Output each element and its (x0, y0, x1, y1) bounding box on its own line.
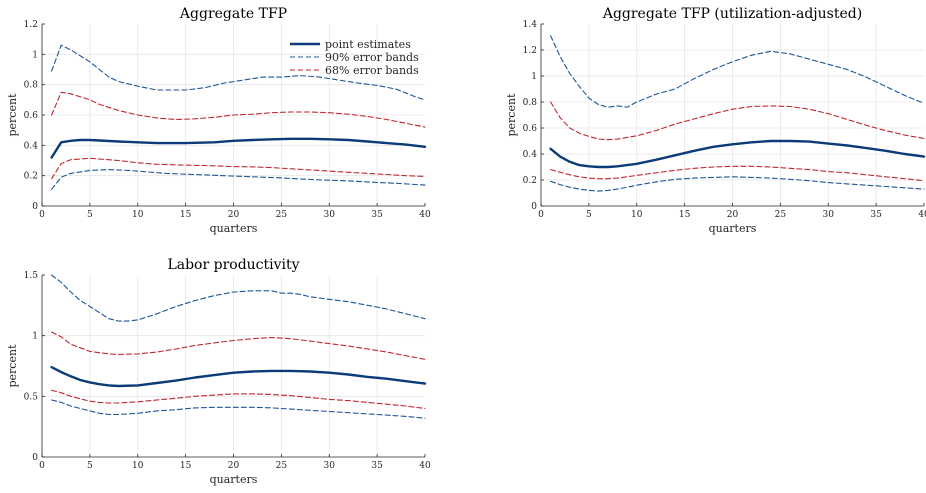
y-tick-label: 0.6 (24, 111, 39, 121)
x-tick-label: 35 (371, 210, 383, 220)
point-estimate-line (50, 366, 427, 388)
x-tick-label: 10 (132, 461, 144, 471)
90-band-upper-line (550, 35, 925, 108)
x-tick-label: 40 (419, 461, 431, 471)
y-tick-label: 0.2 (24, 172, 38, 182)
point-estimate-line (549, 139, 926, 169)
x-tick-label: 5 (586, 210, 592, 220)
y-tick-label: 1 (32, 50, 38, 60)
legend-label-68-error-bands: 68% error bands (325, 64, 419, 77)
x-tick-label: 30 (324, 210, 336, 220)
90-band-lower-line (550, 176, 925, 192)
y-tick-label: 1.2 (24, 20, 38, 30)
y-tick-label: 0.8 (24, 81, 39, 91)
x-tick-label: 25 (276, 210, 288, 220)
90-band-upper-line (51, 44, 426, 101)
x-tick-label: 30 (324, 461, 336, 471)
x-tick-label: 40 (918, 210, 926, 220)
90-band-lower-line (51, 169, 426, 190)
chart-aggregate-tfp-utilization-adjusted: 0 5 10 15 20 25 30 35 40 0 0.2 0.4 0.6 0.8 1 1.2 1.4 Aggr… (505, 6, 926, 235)
68-band-upper-line (51, 91, 426, 128)
68-band-lower-line (51, 157, 426, 180)
chart-title: Aggregate TFP (utilization-adjusted) (602, 6, 862, 22)
y-tick-label: 1.2 (523, 46, 537, 56)
y-tick-label: 1 (32, 332, 38, 342)
x-axis-title: quarters (210, 222, 258, 235)
y-tick-label: 0.2 (523, 176, 537, 186)
chart-labor-productivity: 0 5 10 15 20 25 30 35 40 0 0.5 1 1.5 Labor productivi… (6, 257, 431, 486)
x-tick-label: 20 (727, 210, 739, 220)
y-tick-label: 0.4 (24, 141, 39, 151)
x-tick-label: 0 (538, 210, 544, 220)
x-tick-label: 25 (775, 210, 787, 220)
x-tick-label: 40 (419, 210, 431, 220)
y-tick-label: 1.5 (24, 271, 39, 281)
x-axis-title: quarters (210, 473, 258, 486)
90-band-upper-line (51, 274, 426, 322)
chart-title: Aggregate TFP (179, 6, 287, 22)
x-tick-label: 5 (87, 210, 93, 220)
x-tick-label: 20 (228, 210, 240, 220)
point-estimate-line (50, 137, 427, 159)
y-tick-label: 0.8 (523, 98, 538, 108)
chart-aggregate-tfp: 0 5 10 15 20 25 30 35 40 0 0.2 0.4 0.6 0.8 1 1.2 Aggrega… (6, 6, 431, 235)
y-axis-title: percent (505, 93, 518, 137)
y-tick-label: 1 (531, 72, 537, 82)
x-tick-label: 15 (679, 210, 691, 220)
y-tick-label: 0.4 (523, 150, 538, 160)
chart-title: Labor productivity (167, 257, 299, 273)
x-tick-label: 35 (870, 210, 882, 220)
x-tick-label: 15 (180, 461, 192, 471)
x-axis-title: quarters (709, 222, 757, 235)
90-band-lower-line (51, 399, 426, 419)
x-tick-label: 0 (39, 461, 45, 471)
68-band-lower-line (51, 389, 426, 410)
68-band-lower-line (550, 165, 925, 182)
legend-label-90-error-bands: 90% error bands (325, 51, 419, 64)
y-tick-label: 0 (32, 202, 38, 212)
y-axis-title: percent (6, 93, 19, 137)
y-tick-label: 1.4 (523, 20, 538, 30)
68-band-upper-line (51, 331, 426, 360)
legend-label-point-estimates: point estimates (325, 38, 411, 51)
y-axis-title: percent (6, 344, 19, 388)
y-tick-label: 0 (32, 453, 38, 463)
y-tick-label: 0.5 (24, 392, 39, 402)
x-tick-label: 35 (371, 461, 383, 471)
x-tick-label: 0 (39, 210, 45, 220)
x-tick-label: 10 (631, 210, 643, 220)
x-tick-label: 30 (823, 210, 835, 220)
x-tick-label: 10 (132, 210, 144, 220)
x-tick-label: 15 (180, 210, 192, 220)
68-band-upper-line (550, 101, 925, 141)
y-tick-label: 0.6 (523, 124, 538, 134)
x-tick-label: 20 (228, 461, 240, 471)
y-tick-label: 0 (531, 202, 537, 212)
x-tick-label: 25 (276, 461, 288, 471)
x-tick-label: 5 (87, 461, 93, 471)
